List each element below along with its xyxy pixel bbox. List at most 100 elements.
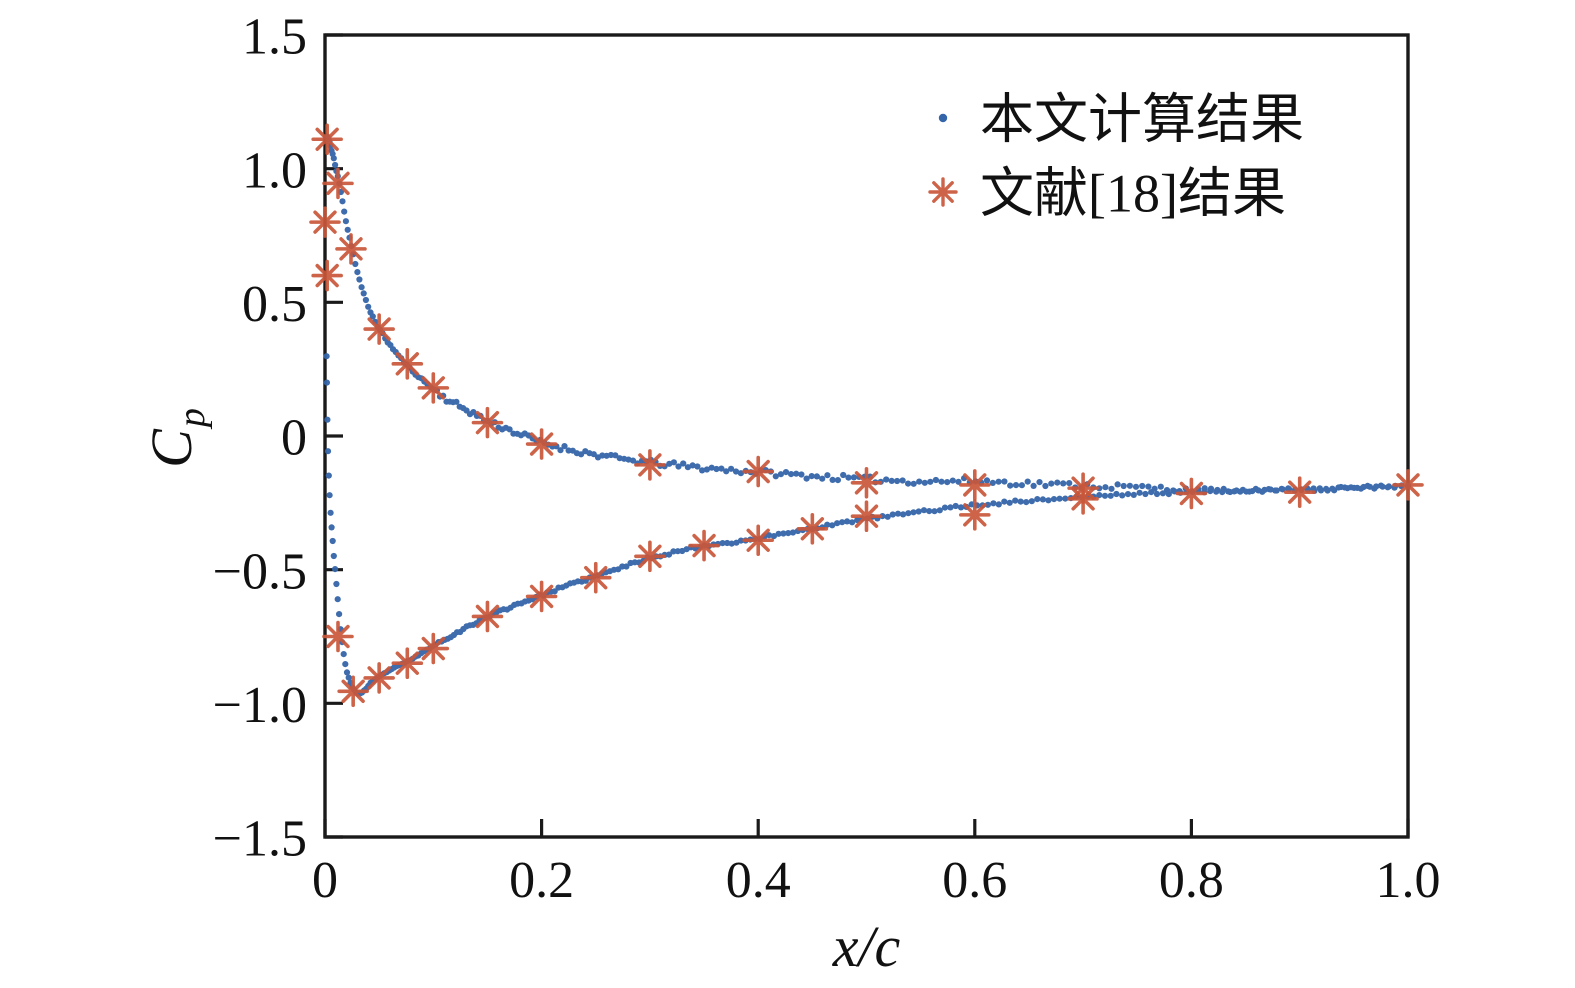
blue-scatter-point [910, 480, 917, 487]
blue-scatter-point [1316, 485, 1323, 492]
blue-scatter-point [356, 276, 363, 283]
reference-asterisk-point [471, 406, 504, 439]
blue-scatter-point [894, 510, 902, 517]
blue-scatter-point [1373, 483, 1380, 490]
blue-scatter-point [1261, 486, 1268, 493]
blue-scatter-point [916, 478, 923, 485]
blue-scatter-point [1113, 490, 1120, 498]
blue-scatter-point [327, 509, 334, 516]
blue-scatter-point [1219, 489, 1226, 496]
blue-scatter-point [1001, 498, 1008, 505]
blue-scatter-point [718, 465, 725, 472]
reference-asterisk-point [525, 428, 558, 460]
blue-scatter-point [369, 313, 376, 320]
blue-scatter-point [1136, 489, 1143, 496]
blue-scatter-point [927, 478, 934, 485]
blue-scatter-point [803, 475, 810, 482]
reference-asterisk-point [959, 469, 991, 501]
blue-scatter-point [829, 476, 836, 483]
blue-scatter-point [840, 471, 847, 479]
blue-scatter-point [889, 511, 896, 518]
blue-scatter-point [665, 551, 673, 558]
reference-asterisk-point [850, 500, 883, 532]
blue-scatter-point [834, 477, 842, 484]
blue-scatter-point [1054, 479, 1061, 486]
blue-scatter-point [777, 471, 785, 478]
blue-scatter-point [990, 500, 997, 507]
blue-scatter-point [952, 502, 959, 510]
blue-scatter-point [675, 463, 682, 470]
blue-scatter-point [770, 533, 778, 540]
blue-scatter-point [1207, 488, 1214, 495]
reference-asterisk-point [579, 561, 612, 594]
blue-scatter-point [323, 379, 330, 386]
blue-scatter-point [1159, 490, 1166, 497]
y-axis-label: Cp [139, 408, 213, 468]
blue-scatter-point [1120, 482, 1127, 490]
blue-scatter-point [1012, 482, 1020, 489]
blue-scatter-point [453, 398, 460, 405]
blue-scatter-point [333, 580, 340, 588]
blue-scatter-point [824, 472, 831, 479]
blue-scatter-point [1048, 480, 1055, 487]
blue-scatter-point [1066, 480, 1073, 487]
blue-scatter-point [1385, 483, 1392, 490]
blue-scatter-point [905, 510, 912, 517]
blue-scatter-point [883, 476, 890, 483]
blue-scatter-point [326, 492, 333, 499]
blue-scatter-point [1060, 480, 1067, 487]
x-tick-label-0.8: 0.8 [1159, 852, 1224, 909]
blue-scatter-point [703, 466, 711, 473]
blue-scatter-point [1023, 499, 1030, 506]
blue-scatter-point [995, 478, 1002, 485]
blue-scatter-point [323, 353, 330, 360]
blue-scatter-point [1243, 488, 1250, 495]
blue-scatter-point [325, 472, 332, 479]
blue-scatter-point [728, 540, 735, 547]
reference-asterisk-point [322, 167, 354, 200]
reference-asterisk-point [337, 675, 369, 708]
blue-scatter-point [1039, 496, 1046, 503]
blue-scatter-point [590, 451, 597, 458]
blue-scatter-point [1030, 482, 1037, 489]
y-tick-label-−1.5: −1.5 [213, 811, 307, 868]
blue-scatter-point [941, 504, 949, 511]
blue-scatter-point [732, 468, 740, 475]
blue-scatter-point [1096, 492, 1103, 499]
x-tick-label-0: 0 [312, 852, 338, 909]
reference-asterisk-point [311, 123, 343, 156]
blue-scatter-point [1366, 483, 1373, 490]
blue-scatter-point [1119, 492, 1126, 499]
blue-scatter-point [1017, 498, 1024, 505]
blue-scatter-point [1034, 496, 1041, 503]
blue-scatter-point [785, 530, 792, 537]
blue-scatter-point [1124, 491, 1132, 498]
blue-scatter-point [782, 469, 790, 476]
blue-scatter-point [850, 474, 858, 481]
blue-scatter-point [1042, 482, 1049, 490]
blue-scatter-point [798, 471, 805, 478]
x-tick-label-0.6: 0.6 [942, 852, 1007, 909]
blue-scatter-point [362, 296, 369, 304]
blue-scatter-point [694, 463, 701, 470]
x-axis-label: x/c [832, 914, 901, 979]
blue-scatter-point [670, 459, 678, 466]
blue-scatter-point [1329, 485, 1336, 492]
blue-scatter-point [824, 521, 831, 528]
reference-asterisk-point [634, 540, 666, 573]
blue-scatter-point [989, 479, 996, 486]
blue-scatter-point [1347, 484, 1355, 491]
reference-asterisk-point [322, 620, 354, 653]
blue-scatter-point [723, 468, 730, 475]
legend-dot-marker-icon [938, 113, 948, 123]
y-tick-label-−0.5: −0.5 [213, 543, 307, 600]
blue-scatter-point [708, 464, 715, 471]
blue-scatter-point [612, 452, 619, 459]
blue-scatter-point [829, 522, 836, 529]
blue-scatter-point [680, 460, 687, 467]
blue-scatter-point [1101, 492, 1109, 499]
blue-scatter-point [1024, 478, 1031, 485]
blue-scatter-point [699, 467, 706, 474]
